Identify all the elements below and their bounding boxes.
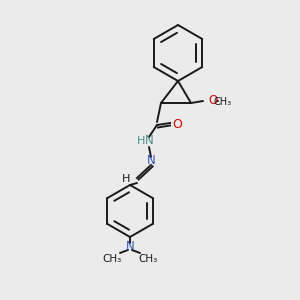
Text: H: H: [122, 174, 130, 184]
Text: H: H: [137, 136, 145, 146]
Text: CH₃: CH₃: [214, 97, 232, 107]
Text: O: O: [208, 94, 217, 107]
Text: CH₃: CH₃: [102, 254, 122, 264]
Text: N: N: [145, 134, 153, 148]
Text: N: N: [126, 241, 134, 254]
Text: O: O: [172, 118, 182, 130]
Text: N: N: [147, 154, 155, 167]
Text: CH₃: CH₃: [138, 254, 158, 264]
